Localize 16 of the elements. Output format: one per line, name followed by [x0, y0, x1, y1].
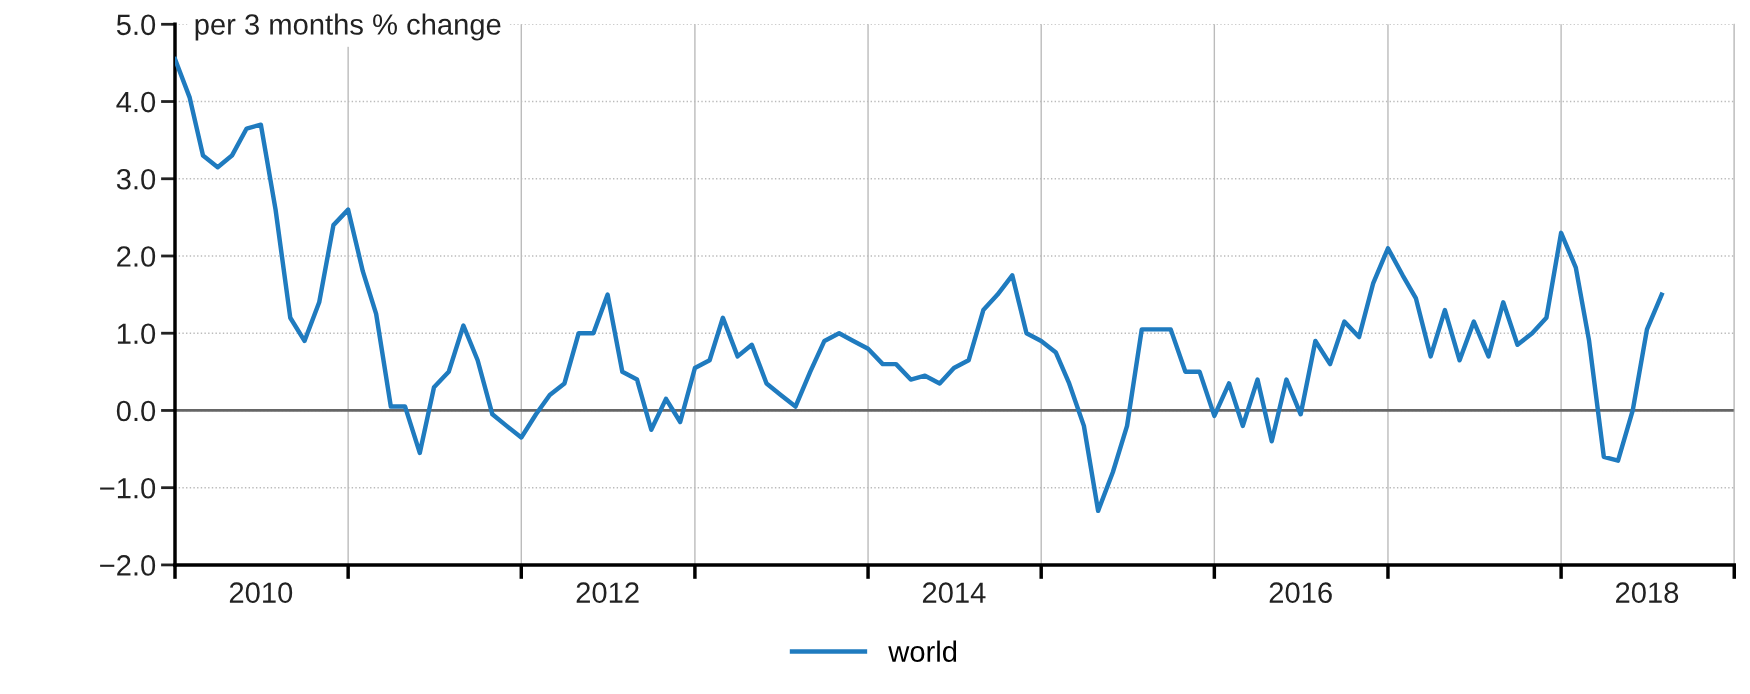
x-tick-label: 2010: [229, 582, 293, 604]
y-tick-label: 2.0: [117, 246, 156, 267]
legend-label: world: [888, 640, 957, 662]
x-tick-label: 2014: [922, 582, 986, 604]
x-tick-label: 2018: [1615, 582, 1679, 604]
y-tick-label: 0.0: [116, 400, 156, 422]
line-series: [175, 56, 1664, 514]
y-tick-label: 5.0: [116, 14, 156, 36]
x-tick-label: 2012: [576, 582, 639, 604]
y-tick-label: 4.0: [116, 91, 156, 113]
y-tick-label: −2.0: [100, 555, 156, 576]
y-tick-label: 1.0: [117, 323, 156, 345]
y-axis-title: per 3 months % change: [195, 13, 501, 41]
y-tick-label: 3.0: [116, 168, 156, 190]
x-tick-label: 2016: [1269, 582, 1332, 604]
y-tick-label: −1.0: [100, 477, 156, 499]
